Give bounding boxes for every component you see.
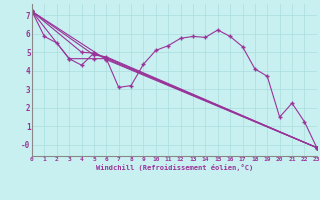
X-axis label: Windchill (Refroidissement éolien,°C): Windchill (Refroidissement éolien,°C): [96, 164, 253, 171]
